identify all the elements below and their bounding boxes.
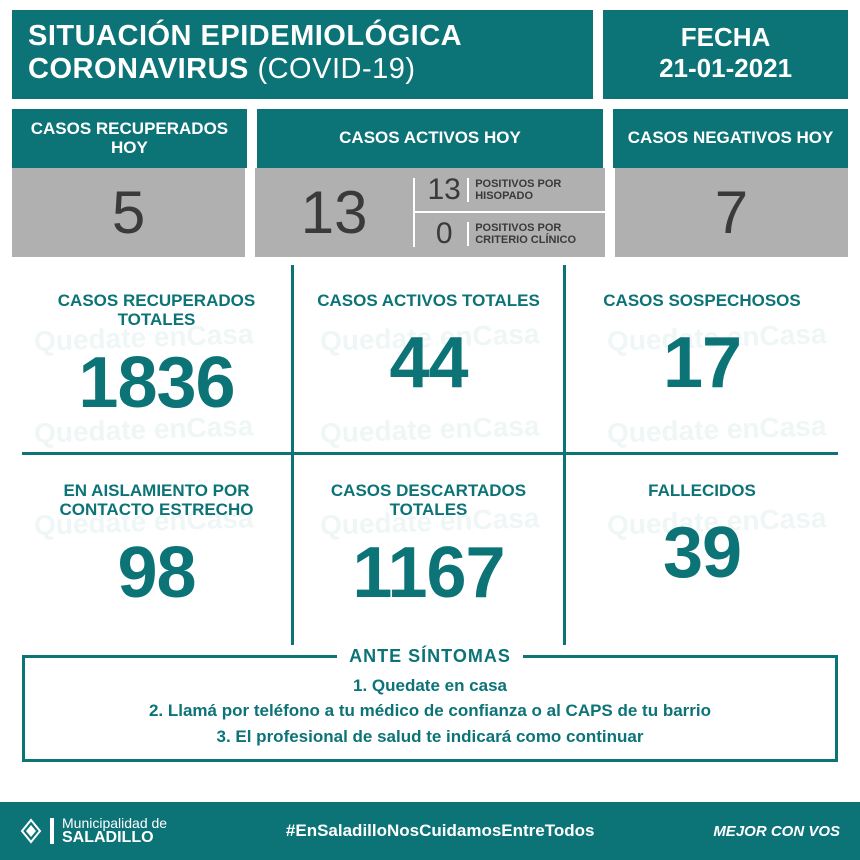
stat-discarded: CASOS DESCARTADOS TOTALES 1167 — [294, 455, 566, 645]
stat-label: CASOS RECUPERADOS TOTALES — [32, 291, 281, 330]
today-active-breakdown: 13 POSITIVOS POR HISOPADO 0 POSITIVOS PO… — [415, 169, 605, 255]
today-headers-row: CASOS RECUPERADOS HOY CASOS ACTIVOS HOY … — [0, 99, 860, 168]
stat-isolation: EN AISLAMIENTO POR CONTACTO ESTRECHO 98 — [22, 455, 294, 645]
footer-tagline: MEJOR CON VOS — [713, 823, 840, 840]
today-values-row: 5 13 13 POSITIVOS POR HISOPADO 0 POSITIV… — [0, 168, 860, 257]
footer: Municipalidad de SALADILLO #EnSaladilloN… — [0, 802, 860, 860]
footer-hashtag: #EnSaladilloNosCuidamosEntreTodos — [286, 821, 595, 841]
stat-label: CASOS DESCARTADOS TOTALES — [304, 481, 553, 520]
symptom-item: 2. Llamá por teléfono a tu médico de con… — [35, 698, 825, 724]
symptom-item: 1. Quedate en casa — [35, 673, 825, 699]
footer-muni: Municipalidad de SALADILLO — [62, 816, 167, 846]
breakdown-clinico-n: 0 — [421, 217, 467, 251]
stat-label: EN AISLAMIENTO POR CONTACTO ESTRECHO — [32, 481, 281, 520]
stat-value: 39 — [576, 512, 828, 594]
title-bold: CORONAVIRUS — [28, 53, 249, 85]
today-active-cell: 13 13 POSITIVOS POR HISOPADO 0 POSITIVOS… — [255, 168, 605, 257]
stat-value: 1167 — [304, 532, 553, 614]
today-active-value: 13 — [255, 178, 415, 247]
breakdown-hisopado-n: 13 — [421, 173, 467, 207]
date-label: FECHA — [611, 22, 840, 53]
footer-logo: Municipalidad de SALADILLO — [20, 816, 167, 846]
stat-label: FALLECIDOS — [576, 481, 828, 501]
today-active-label: CASOS ACTIVOS HOY — [257, 109, 603, 168]
stat-label: CASOS ACTIVOS TOTALES — [304, 291, 553, 311]
infographic-card: Quedate enCasaQuedate enCasaQuedate enCa… — [0, 0, 860, 860]
symptom-item: 3. El profesional de salud te indicará c… — [35, 724, 825, 750]
muni-big: SALADILLO — [62, 829, 154, 846]
title-line2: CORONAVIRUS (COVID-19) — [28, 53, 577, 86]
header-row: SITUACIÓN EPIDEMIOLÓGICA CORONAVIRUS (CO… — [0, 0, 860, 99]
breakdown-hisopado-t: POSITIVOS POR HISOPADO — [467, 178, 599, 202]
stat-active-total: CASOS ACTIVOS TOTALES 44 — [294, 265, 566, 455]
stat-value: 44 — [304, 322, 553, 404]
stat-suspect: CASOS SOSPECHOSOS 17 — [566, 265, 838, 455]
divider-bar — [50, 818, 54, 844]
title-thin: (COVID-19) — [257, 53, 415, 85]
today-negative-value: 7 — [615, 168, 848, 257]
symptoms-list: 1. Quedate en casa 2. Llamá por teléfono… — [35, 673, 825, 750]
stat-label: CASOS SOSPECHOSOS — [576, 291, 828, 311]
symptoms-title: ANTE SÍNTOMAS — [337, 646, 523, 667]
breakdown-hisopado: 13 POSITIVOS POR HISOPADO — [415, 169, 605, 213]
breakdown-clinico: 0 POSITIVOS POR CRITERIO CLÍNICO — [415, 213, 605, 255]
diamond-icon — [20, 818, 42, 844]
stat-value: 17 — [576, 322, 828, 404]
title-line1: SITUACIÓN EPIDEMIOLÓGICA — [28, 20, 577, 53]
breakdown-clinico-t: POSITIVOS POR CRITERIO CLÍNICO — [467, 222, 599, 246]
date-value: 21-01-2021 — [611, 53, 840, 84]
today-recovered-label: CASOS RECUPERADOS HOY — [12, 109, 247, 168]
stats-grid: CASOS RECUPERADOS TOTALES 1836 CASOS ACT… — [22, 265, 838, 645]
stat-recovered-total: CASOS RECUPERADOS TOTALES 1836 — [22, 265, 294, 455]
symptoms-box: ANTE SÍNTOMAS 1. Quedate en casa 2. Llam… — [22, 655, 838, 763]
stat-value: 1836 — [32, 342, 281, 424]
today-negative-label: CASOS NEGATIVOS HOY — [613, 109, 848, 168]
header-title: SITUACIÓN EPIDEMIOLÓGICA CORONAVIRUS (CO… — [12, 10, 593, 99]
today-recovered-value: 5 — [12, 168, 245, 257]
header-date: FECHA 21-01-2021 — [603, 10, 848, 99]
stat-deceased: FALLECIDOS 39 — [566, 455, 838, 645]
stat-value: 98 — [32, 532, 281, 614]
